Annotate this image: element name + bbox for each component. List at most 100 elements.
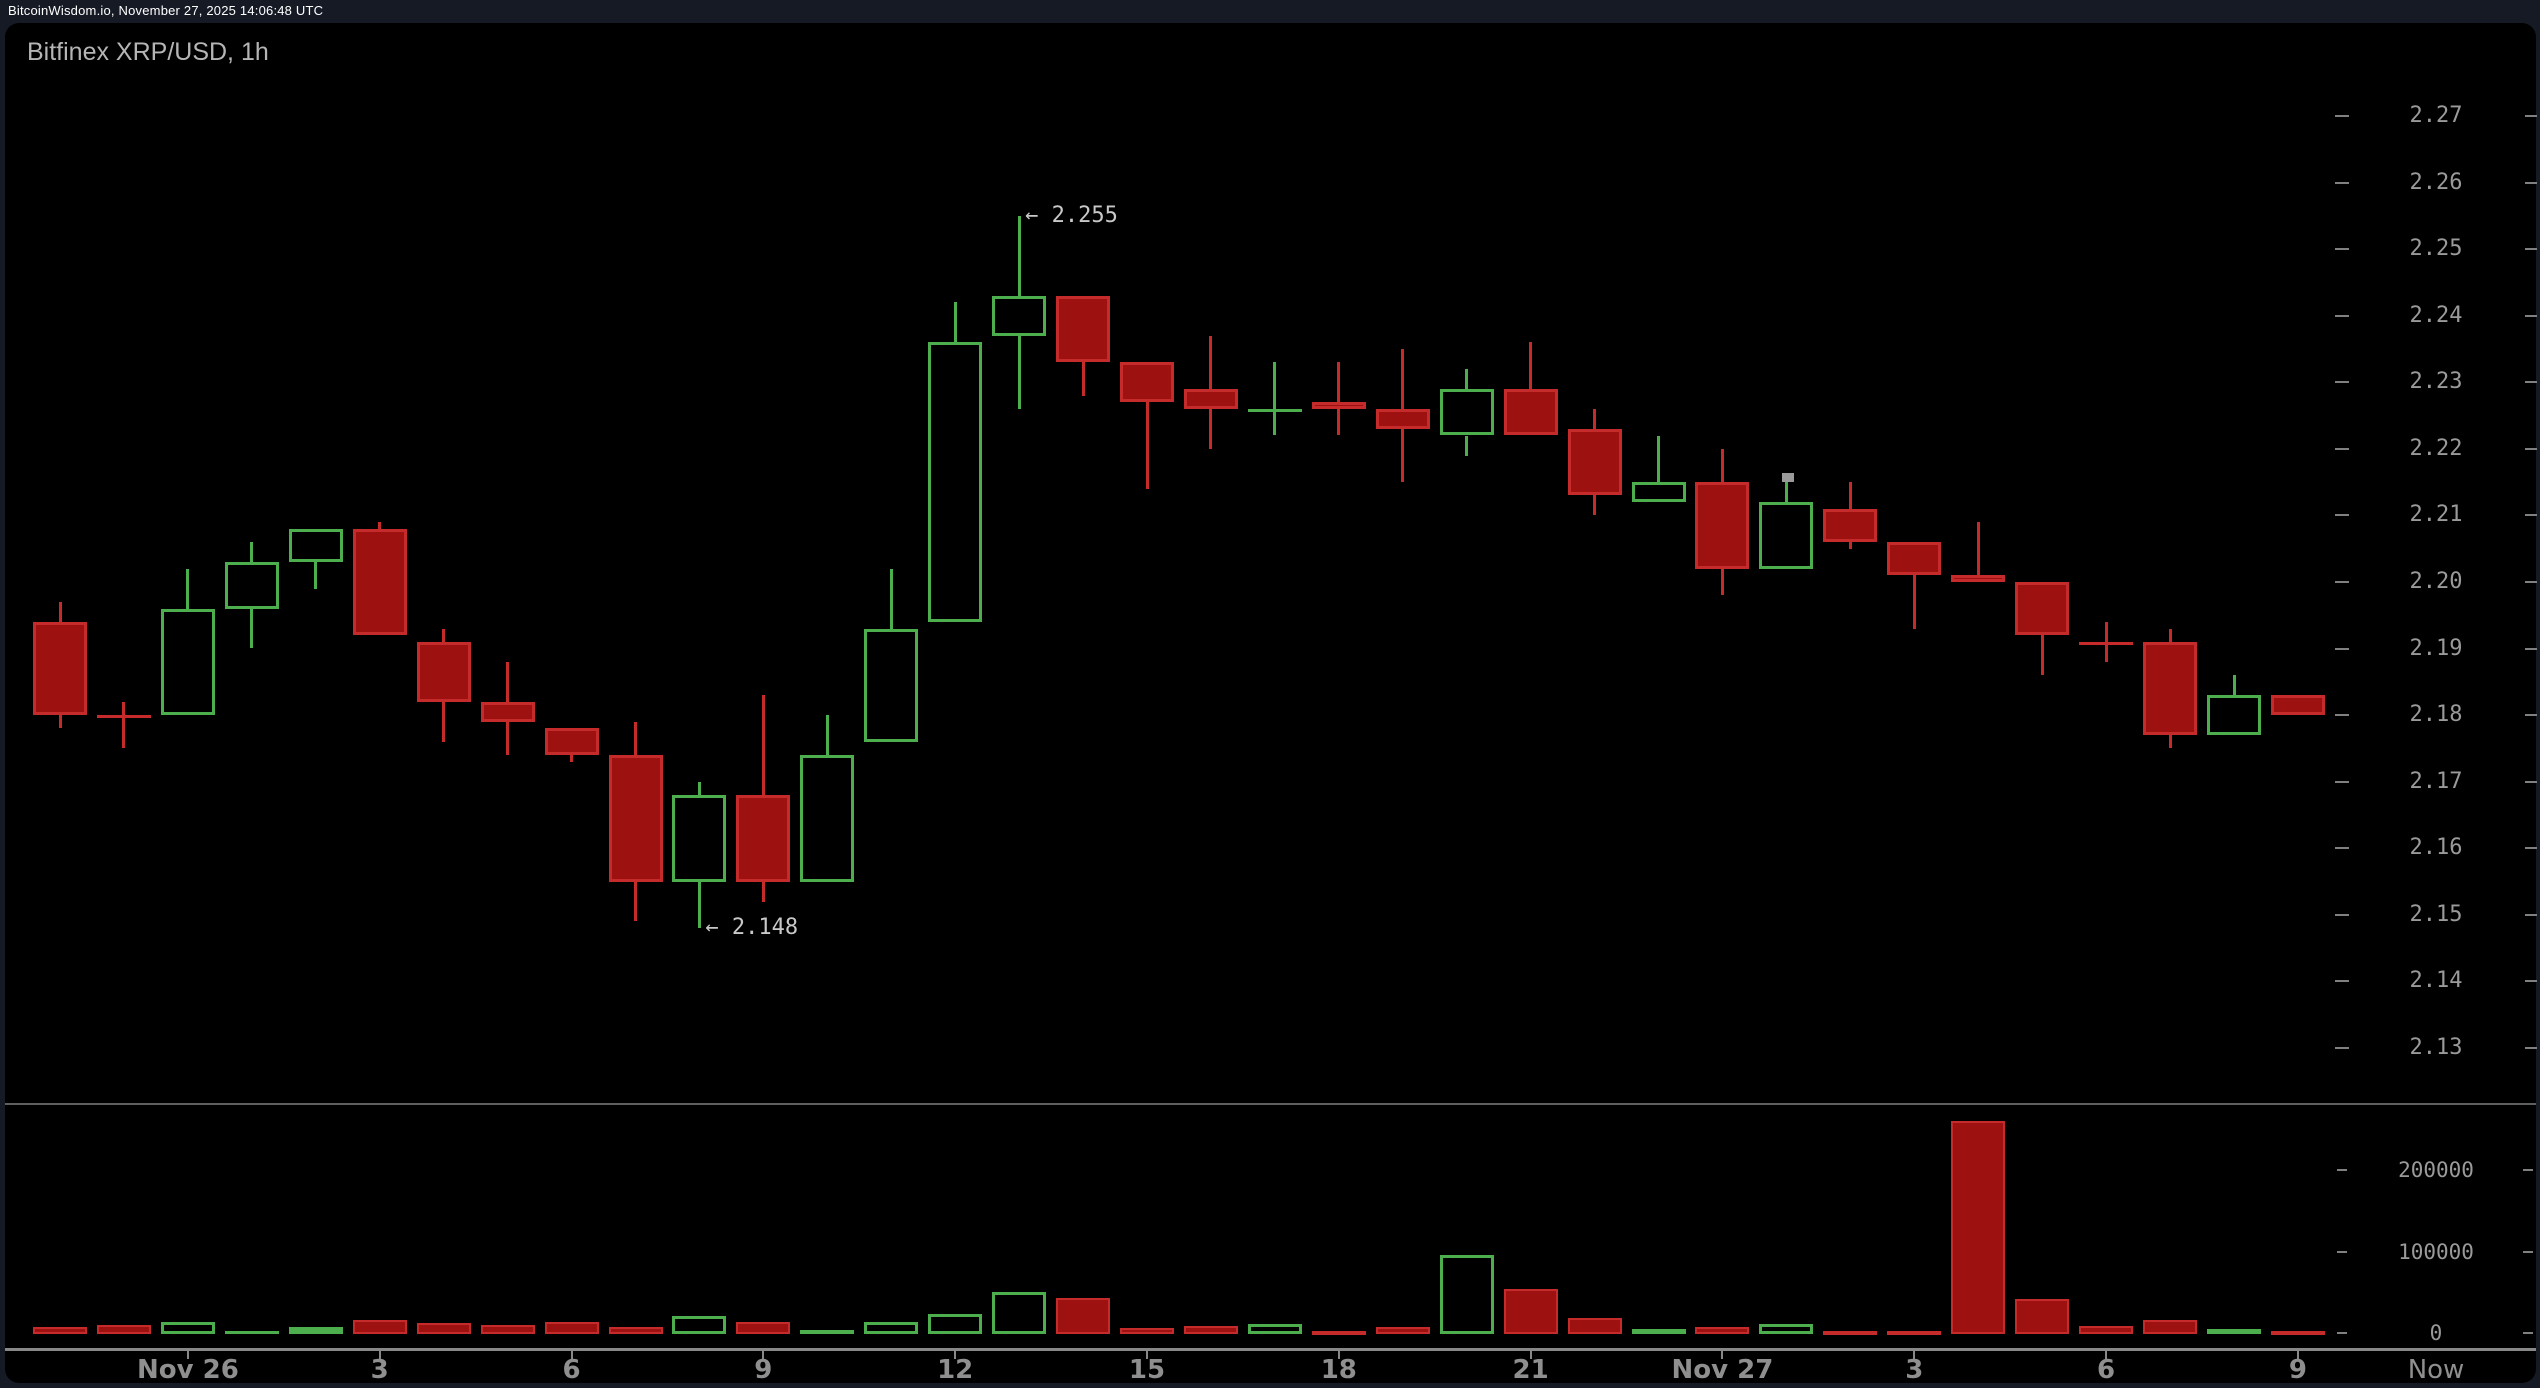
- price-tick-right: [2525, 980, 2537, 983]
- price-axis-label: 2.23: [2409, 369, 2463, 395]
- volume-bar: [1056, 1298, 1110, 1334]
- candle-upper-wick: [1529, 342, 1533, 389]
- pane-separator: [5, 1103, 2536, 1105]
- candle-body: [1056, 295, 1110, 363]
- candle-body: [608, 755, 663, 882]
- time-axis-label-now: Now: [2407, 1355, 2465, 1385]
- chart-title: Bitfinex XRP/USD, 1h: [27, 38, 269, 66]
- candle-lower-wick: [1912, 575, 1916, 629]
- time-axis-label: 18: [1320, 1355, 1357, 1385]
- candle-body: [160, 608, 215, 716]
- candle-lower-wick: [1145, 402, 1149, 489]
- time-axis-label: 21: [1512, 1355, 1549, 1385]
- price-tick-left: [2335, 314, 2349, 317]
- volume-bar: [160, 1322, 215, 1334]
- candle-body: [33, 621, 87, 716]
- candle-body: [1759, 502, 1814, 569]
- candle-body: [352, 528, 407, 636]
- price-axis-label: 2.22: [2409, 435, 2463, 461]
- candle-body: [1567, 428, 1622, 496]
- price-tick-left: [2335, 647, 2349, 650]
- status-bar: BitcoinWisdom.io, November 27, 2025 14:0…: [0, 0, 2540, 23]
- time-axis-label: 15: [1128, 1355, 1166, 1385]
- status-bar-text: BitcoinWisdom.io, November 27, 2025 14:0…: [8, 3, 324, 18]
- volume-bar: [2015, 1299, 2070, 1334]
- price-axis-label: 2.27: [2409, 103, 2463, 128]
- candle-lower-wick: [122, 718, 126, 749]
- candle-lower-wick: [1337, 408, 1341, 436]
- volume-bar: [864, 1322, 919, 1334]
- candle-lower-wick: [2168, 735, 2172, 749]
- volume-bar: [416, 1323, 471, 1334]
- candle-body: [928, 342, 983, 622]
- candle-upper-wick: [58, 602, 62, 622]
- time-axis-label: Nov 27: [1671, 1355, 1774, 1385]
- price-axis-label: 2.26: [2409, 169, 2463, 195]
- time-axis-label: 3: [370, 1355, 389, 1385]
- price-tick-right: [2525, 115, 2537, 117]
- candle-body: [1439, 388, 1494, 436]
- volume-bar: [736, 1322, 791, 1334]
- candle-upper-wick: [634, 721, 637, 756]
- candle-upper-wick: [378, 522, 382, 529]
- price-tick-right: [2525, 514, 2537, 517]
- price-axis-label: 2.24: [2409, 302, 2463, 328]
- candle-lower-wick: [1720, 568, 1724, 596]
- volume-bar: [1120, 1327, 1174, 1334]
- time-tick: [378, 1351, 381, 1359]
- volume-bar: [1375, 1327, 1430, 1334]
- price-axis-label: 2.18: [2409, 702, 2463, 728]
- candle-upper-wick: [2168, 628, 2172, 642]
- volume-bar: [672, 1316, 727, 1334]
- candle-upper-wick: [1273, 362, 1277, 409]
- candle-upper-wick: [825, 715, 829, 755]
- volume-bar: [544, 1322, 599, 1334]
- price-annotation: ← 2.255: [1025, 202, 1118, 228]
- price-tick-left: [2335, 847, 2349, 850]
- time-tick: [2105, 1351, 2108, 1359]
- volume-bar: [2270, 1331, 2325, 1335]
- candle-body: [1375, 408, 1430, 429]
- price-tick-left: [2335, 115, 2349, 117]
- candle-lower-wick: [1017, 335, 1021, 409]
- time-axis-label: 6: [2097, 1355, 2116, 1385]
- candle-lower-wick: [250, 608, 254, 649]
- candle-body: [2270, 695, 2325, 716]
- price-axis-label: 2.17: [2409, 768, 2463, 794]
- candle-body: [864, 628, 919, 742]
- volume-axis-label: 100000: [2398, 1239, 2474, 1264]
- candle-body: [1247, 408, 1302, 412]
- price-tick-right: [2525, 714, 2537, 717]
- candle-upper-wick: [953, 302, 957, 343]
- candle-lower-wick: [761, 881, 765, 902]
- candle-upper-wick: [1401, 349, 1405, 409]
- volume-bar: [288, 1327, 343, 1334]
- candle-body: [416, 641, 471, 702]
- volume-bar: [928, 1314, 983, 1334]
- chart-panel[interactable]: [5, 23, 2536, 1383]
- candle-body: [544, 728, 599, 755]
- candle-body: [1887, 542, 1942, 576]
- candle-lower-wick: [442, 701, 446, 742]
- volume-bar: [352, 1320, 407, 1334]
- volume-bar: [1951, 1121, 2006, 1334]
- volume-axis-label: 0: [2429, 1321, 2443, 1345]
- candle-upper-wick: [1720, 448, 1724, 483]
- time-tick: [1337, 1351, 1340, 1359]
- candle-lower-wick: [1465, 435, 1469, 456]
- candle-body: [2015, 582, 2070, 636]
- price-tick-left: [2335, 980, 2349, 983]
- volume-bar: [1247, 1323, 1302, 1334]
- volume-bar: [224, 1331, 279, 1334]
- price-tick-left: [2335, 913, 2349, 916]
- time-tick: [954, 1351, 957, 1359]
- candle-body: [992, 295, 1047, 336]
- candle-upper-wick: [761, 695, 765, 796]
- price-tick-right: [2525, 381, 2537, 384]
- candle-upper-wick: [2232, 675, 2236, 696]
- time-tick: [1146, 1351, 1148, 1359]
- candle-upper-wick: [1017, 215, 1021, 296]
- price-tick-right: [2525, 314, 2537, 317]
- price-tick-right: [2525, 1047, 2537, 1049]
